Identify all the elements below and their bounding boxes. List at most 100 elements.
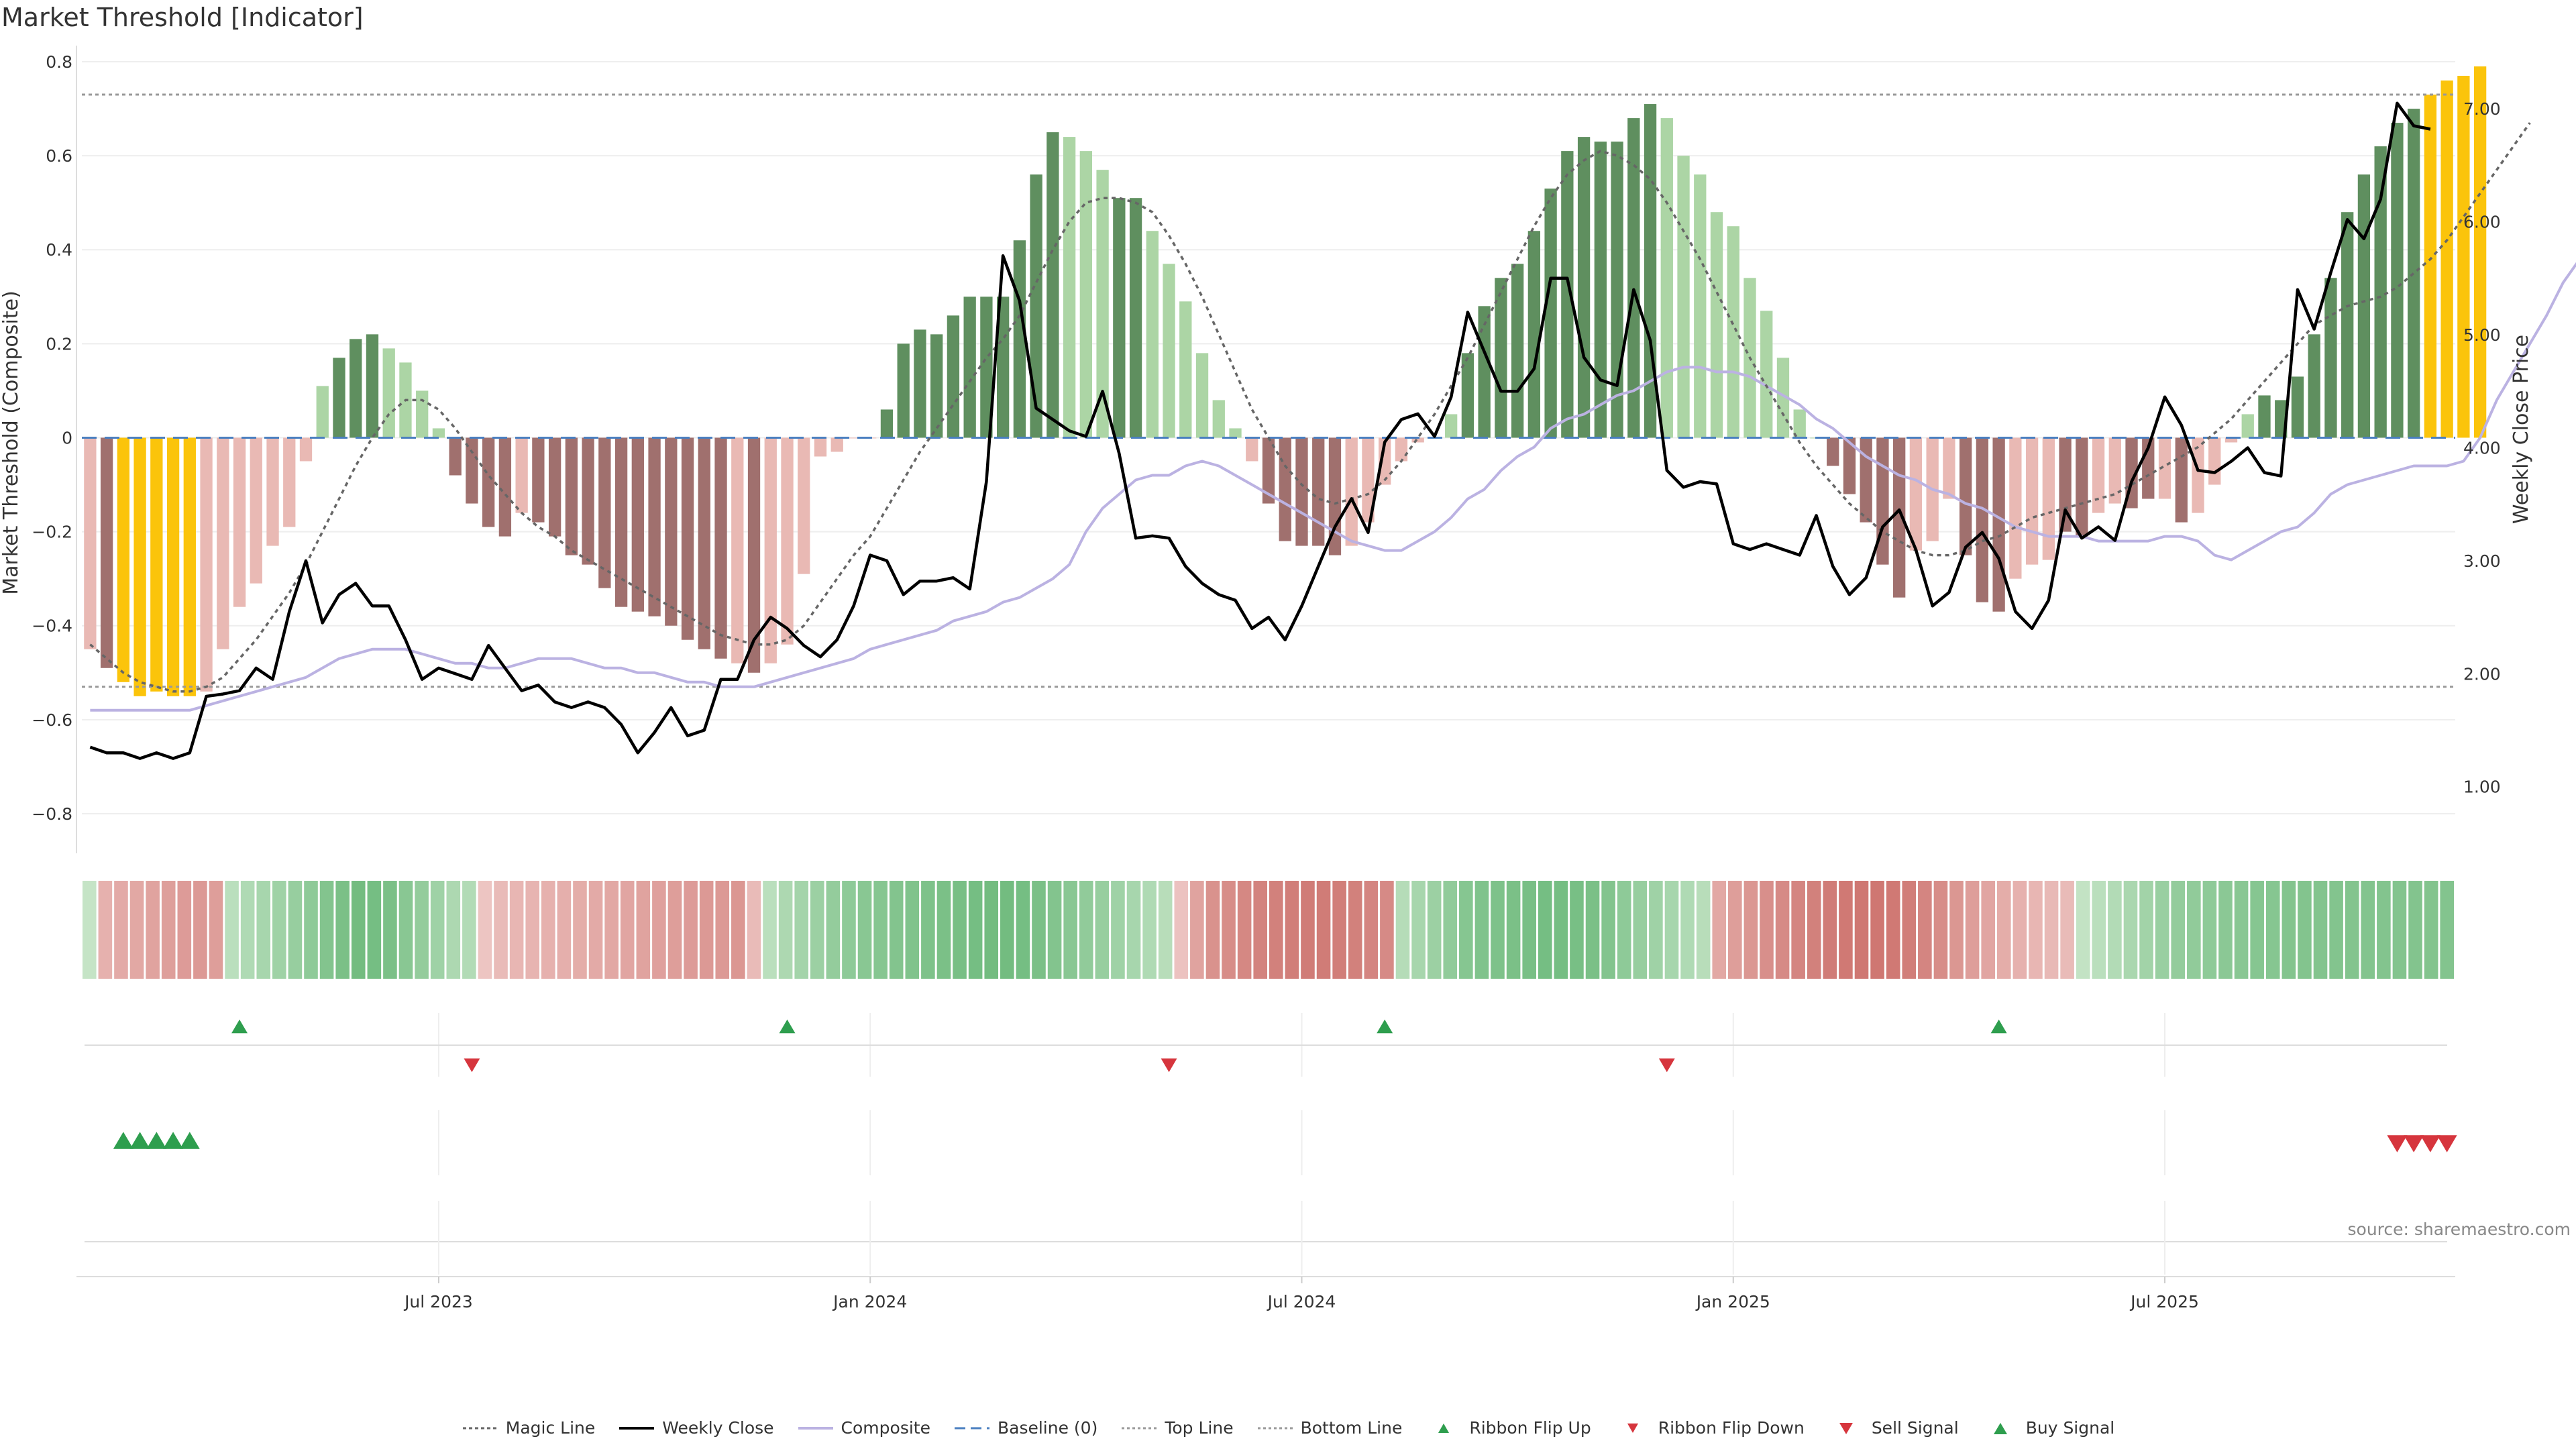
composite-bar bbox=[1229, 428, 1242, 438]
composite-bar bbox=[1030, 174, 1042, 438]
ribbon-cell bbox=[2029, 881, 2043, 979]
y-right-tick-label: 3.00 bbox=[2463, 551, 2501, 571]
y-tick-label: −0.2 bbox=[32, 523, 72, 542]
composite-bar bbox=[2324, 278, 2337, 438]
ribbon-cell bbox=[2202, 881, 2217, 979]
composite-bar bbox=[996, 297, 1010, 438]
grid-lines bbox=[82, 61, 2455, 814]
ribbon-cell bbox=[1000, 881, 1014, 979]
buy-signal-marker bbox=[179, 1132, 200, 1149]
ribbon-cell bbox=[1395, 881, 1410, 979]
ribbon-cell bbox=[2408, 881, 2422, 979]
composite-bar bbox=[1909, 437, 1923, 551]
ribbon-cell bbox=[1981, 881, 1995, 979]
composite-bar bbox=[914, 329, 926, 438]
composite-bar bbox=[1328, 437, 1342, 555]
ribbon-cell bbox=[209, 881, 223, 979]
legend-label: Magic Line bbox=[505, 1418, 596, 1438]
ribbon-cell bbox=[1111, 881, 1125, 979]
ribbon-cell bbox=[699, 881, 714, 979]
ribbon-cell bbox=[98, 881, 113, 979]
x-tick-label: Jan 2025 bbox=[1695, 1292, 1770, 1311]
composite-bar bbox=[432, 428, 445, 438]
ribbon-cell bbox=[1380, 881, 1394, 979]
composite-bar bbox=[1163, 264, 1175, 438]
flipdown-legend-symbol bbox=[1627, 1423, 1638, 1433]
legend-label: Ribbon Flip Up bbox=[1469, 1418, 1591, 1438]
close-legend-symbol bbox=[619, 1426, 655, 1430]
legend-item-bottom: Bottom Line bbox=[1256, 1418, 1402, 1438]
composite-bar bbox=[814, 437, 827, 457]
composite-bar bbox=[333, 358, 345, 438]
buy-signal-marker bbox=[113, 1132, 133, 1149]
ribbon-cell bbox=[953, 881, 967, 979]
ribbon-cell bbox=[1617, 881, 1631, 979]
composite-bar bbox=[1478, 306, 1491, 438]
ribbon-cell bbox=[494, 881, 508, 979]
composite-bar bbox=[1096, 170, 1109, 438]
ribbon-cell bbox=[1348, 881, 1362, 979]
legend-item-magic: Magic Line bbox=[462, 1418, 596, 1438]
composite-bar bbox=[631, 437, 644, 612]
composite-bar bbox=[1379, 437, 1391, 485]
composite-bar bbox=[798, 437, 810, 574]
legend-item-close: Weekly Close bbox=[618, 1418, 774, 1438]
ribbon-cell bbox=[1285, 881, 1299, 979]
x-tick-label: Jul 2024 bbox=[1267, 1292, 1336, 1311]
composite-bar bbox=[449, 437, 462, 476]
legend-label: Buy Signal bbox=[2025, 1418, 2115, 1438]
composite-bar bbox=[2241, 414, 2254, 438]
ribbon-cell bbox=[652, 881, 666, 979]
ribbon-cell bbox=[304, 881, 318, 979]
ribbon-cell bbox=[2155, 881, 2169, 979]
composite-bar bbox=[1876, 437, 1889, 565]
y-axis-title: Market Threshold (Composite) bbox=[0, 290, 23, 595]
legend-label: Top Line bbox=[1165, 1418, 1234, 1438]
sell-signal-marker bbox=[2436, 1135, 2457, 1152]
ribbon-cell bbox=[2123, 881, 2138, 979]
composite-bar bbox=[1694, 174, 1707, 438]
composite-bar bbox=[1179, 301, 1192, 438]
ribbon-cell bbox=[604, 881, 619, 979]
composite-bar bbox=[747, 437, 761, 673]
composite-bar bbox=[466, 437, 478, 504]
composite-bar bbox=[2208, 437, 2221, 485]
ribbon-cell bbox=[684, 881, 698, 979]
composite-bar bbox=[2258, 395, 2271, 438]
ribbon-cell bbox=[509, 881, 524, 979]
ribbon-cell bbox=[905, 881, 920, 979]
ribbon-cell bbox=[2060, 881, 2074, 979]
composite-bar bbox=[1279, 437, 1291, 541]
ribbon-cell bbox=[620, 881, 635, 979]
ribbon-cell bbox=[1301, 881, 1315, 979]
composite-bar bbox=[897, 343, 910, 438]
y-right-tick-label: 2.00 bbox=[2463, 664, 2501, 684]
composite-bar bbox=[598, 437, 611, 588]
legend-item-sell: Sell Signal bbox=[1827, 1418, 1959, 1438]
ribbon-cell bbox=[1253, 881, 1267, 979]
ribbon-cell bbox=[2187, 881, 2201, 979]
ribbon-flip-down-marker bbox=[1658, 1058, 1675, 1073]
composite-bar bbox=[648, 437, 661, 616]
composite-bar bbox=[1544, 189, 1557, 438]
ribbon-cell bbox=[1364, 881, 1379, 979]
ribbon-cell bbox=[129, 881, 144, 979]
composite-bar bbox=[350, 339, 362, 438]
ribbon-cell bbox=[1269, 881, 1283, 979]
ribbon-cell bbox=[1633, 881, 1648, 979]
composite-bar bbox=[665, 437, 678, 626]
composite-bar bbox=[1395, 437, 1408, 462]
composite-bar bbox=[1644, 104, 1657, 438]
ribbon-cell bbox=[1949, 881, 1964, 979]
y-right-tick-label: 4.00 bbox=[2463, 438, 2501, 458]
source-credit: source: sharemaestro.com bbox=[2347, 1220, 2571, 1239]
composite-bar bbox=[947, 315, 960, 438]
ribbon-cell bbox=[161, 881, 176, 979]
composite-bar bbox=[2076, 437, 2088, 537]
ribbon-flip-up-marker bbox=[1377, 1019, 1393, 1034]
ribbon-cell bbox=[588, 881, 603, 979]
composite-bar bbox=[84, 437, 97, 649]
ribbon-cell bbox=[667, 881, 682, 979]
legend-item-buy: Buy Signal bbox=[1982, 1418, 2115, 1438]
ribbon-cell bbox=[1016, 881, 1030, 979]
